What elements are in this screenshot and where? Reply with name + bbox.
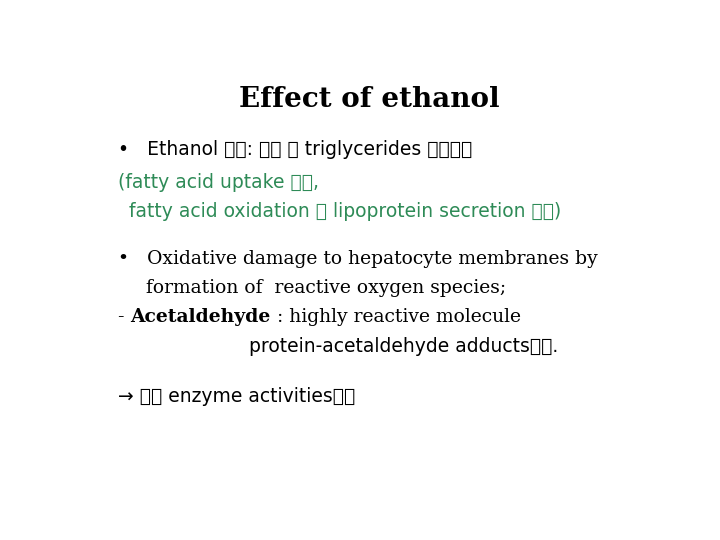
Text: Acetaldehyde: Acetaldehyde <box>130 308 271 326</box>
Text: : highly reactive molecule: : highly reactive molecule <box>271 308 521 326</box>
Text: •   Oxidative damage to hepatocyte membranes by: • Oxidative damage to hepatocyte membran… <box>118 250 598 268</box>
Text: fatty acid oxidation 과 lipoprotein secretion 감소): fatty acid oxidation 과 lipoprotein secre… <box>129 202 562 221</box>
Text: → 특정 enzyme activities방해: → 특정 enzyme activities방해 <box>118 387 355 406</box>
Text: •   Ethanol 섭취: 세포 내 triglycerides 증가시킴: • Ethanol 섭취: 세포 내 triglycerides 증가시킴 <box>118 140 472 159</box>
Text: -: - <box>118 308 130 326</box>
Text: protein-acetaldehyde adducts형성.: protein-acetaldehyde adducts형성. <box>249 337 558 356</box>
Text: (fatty acid uptake 증가,: (fatty acid uptake 증가, <box>118 173 319 192</box>
Text: formation of  reactive oxygen species;: formation of reactive oxygen species; <box>145 279 506 297</box>
Text: Effect of ethanol: Effect of ethanol <box>239 85 499 113</box>
